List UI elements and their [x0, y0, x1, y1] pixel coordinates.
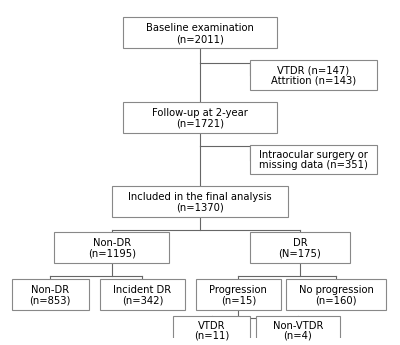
Text: (n=1195): (n=1195) [88, 248, 136, 258]
Text: Intraocular surgery or: Intraocular surgery or [259, 150, 368, 160]
FancyBboxPatch shape [123, 18, 277, 48]
FancyBboxPatch shape [112, 186, 288, 217]
FancyBboxPatch shape [12, 279, 89, 310]
Text: missing data (n=351): missing data (n=351) [259, 160, 368, 170]
Text: (n=160): (n=160) [316, 295, 357, 305]
Text: (n=4): (n=4) [284, 331, 312, 341]
FancyBboxPatch shape [250, 232, 350, 263]
FancyBboxPatch shape [196, 279, 281, 310]
FancyBboxPatch shape [123, 102, 277, 133]
Text: Non-DR: Non-DR [31, 285, 69, 295]
Text: (n=11): (n=11) [194, 331, 229, 341]
Text: (n=853): (n=853) [30, 295, 71, 305]
FancyBboxPatch shape [286, 279, 386, 310]
Text: Incident DR: Incident DR [113, 285, 172, 295]
FancyBboxPatch shape [173, 316, 250, 344]
Text: Follow-up at 2-year: Follow-up at 2-year [152, 108, 248, 118]
Text: Non-DR: Non-DR [93, 238, 131, 248]
Text: Non-VTDR: Non-VTDR [273, 321, 323, 331]
Text: (N=175): (N=175) [278, 248, 321, 258]
Text: Baseline examination: Baseline examination [146, 23, 254, 33]
Text: Progression: Progression [210, 285, 267, 295]
Text: VTDR: VTDR [198, 321, 225, 331]
Text: (n=1721): (n=1721) [176, 118, 224, 128]
Text: (n=1370): (n=1370) [176, 203, 224, 213]
FancyBboxPatch shape [100, 279, 185, 310]
Text: No progression: No progression [299, 285, 374, 295]
Text: (n=2011): (n=2011) [176, 34, 224, 44]
Text: Included in the final analysis: Included in the final analysis [128, 192, 272, 202]
Text: DR: DR [292, 238, 307, 248]
FancyBboxPatch shape [250, 145, 377, 174]
FancyBboxPatch shape [256, 316, 340, 344]
Text: (n=15): (n=15) [221, 295, 256, 305]
FancyBboxPatch shape [250, 60, 377, 90]
Text: (n=342): (n=342) [122, 295, 163, 305]
FancyBboxPatch shape [54, 232, 169, 263]
Text: VTDR (n=147): VTDR (n=147) [277, 66, 349, 76]
Text: Attrition (n=143): Attrition (n=143) [271, 76, 356, 86]
